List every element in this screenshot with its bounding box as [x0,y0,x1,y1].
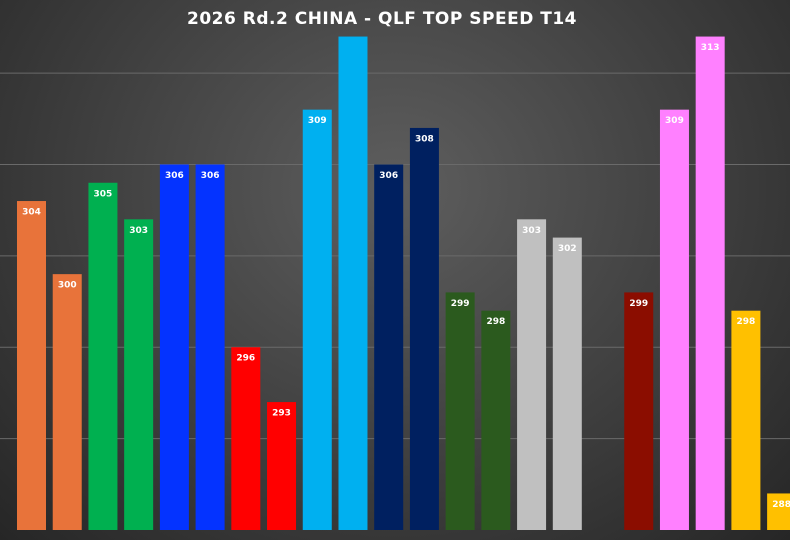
value-label: 303 [522,226,541,236]
bar [195,164,225,530]
bar [88,182,118,531]
bar [52,274,82,530]
value-label: 306 [165,171,184,181]
value-label: 308 [415,134,434,144]
bar [767,493,790,530]
bar [731,310,761,530]
value-label: 298 [486,317,505,327]
bar [445,292,475,530]
bar [517,219,547,530]
bar [624,292,654,530]
value-label: 296 [236,354,255,364]
value-label: 298 [737,317,756,327]
value-label: 303 [129,226,148,236]
bar [17,201,46,530]
value-label: 299 [629,299,648,309]
value-label: 293 [272,409,291,419]
bar [552,237,582,530]
value-label: 299 [451,299,470,309]
value-label: 309 [308,116,327,126]
bar [374,164,404,530]
value-label: 305 [94,189,113,199]
bar [409,127,439,531]
value-label: 306 [379,171,398,181]
value-label: 302 [558,244,577,254]
bar [124,219,154,530]
value-label: 313 [701,43,720,53]
value-label: 304 [22,208,41,218]
bar [338,36,368,530]
bar [302,109,332,530]
chart-title: 2026 Rd.2 CHINA - QLF TOP SPEED T14 [187,9,577,29]
bar [695,36,725,530]
bar [481,310,511,530]
value-label: 300 [58,281,77,291]
value-label: 306 [201,171,220,181]
value-label: 288 [772,500,790,510]
value-label: 309 [665,116,684,126]
bar [267,402,297,530]
bar [159,164,189,530]
bar [231,347,261,530]
bar [659,109,689,530]
